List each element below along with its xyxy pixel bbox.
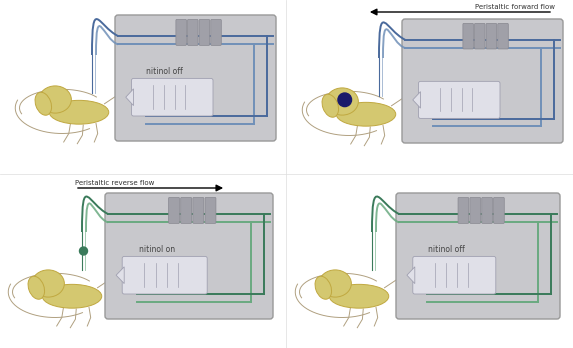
Text: nitinol on: nitinol on xyxy=(139,245,175,254)
FancyBboxPatch shape xyxy=(498,23,508,49)
FancyBboxPatch shape xyxy=(180,197,191,223)
Text: nitinol off: nitinol off xyxy=(146,68,183,77)
FancyBboxPatch shape xyxy=(168,197,179,223)
FancyBboxPatch shape xyxy=(482,197,492,223)
FancyBboxPatch shape xyxy=(193,197,204,223)
Text: Peristaltic forward flow: Peristaltic forward flow xyxy=(475,4,555,10)
FancyBboxPatch shape xyxy=(470,197,481,223)
FancyBboxPatch shape xyxy=(115,15,276,141)
Ellipse shape xyxy=(315,276,332,299)
Text: nitinol off: nitinol off xyxy=(428,245,465,254)
Ellipse shape xyxy=(39,86,72,113)
Circle shape xyxy=(338,93,352,106)
FancyBboxPatch shape xyxy=(493,197,504,223)
FancyBboxPatch shape xyxy=(199,19,210,45)
Ellipse shape xyxy=(319,270,351,297)
Ellipse shape xyxy=(326,88,358,115)
FancyBboxPatch shape xyxy=(474,23,485,49)
FancyBboxPatch shape xyxy=(205,197,216,223)
Polygon shape xyxy=(125,89,134,105)
Ellipse shape xyxy=(42,284,102,308)
FancyBboxPatch shape xyxy=(486,23,497,49)
FancyBboxPatch shape xyxy=(402,19,563,143)
Ellipse shape xyxy=(336,102,396,126)
FancyBboxPatch shape xyxy=(211,19,221,45)
FancyBboxPatch shape xyxy=(122,256,207,294)
Polygon shape xyxy=(407,267,415,284)
FancyBboxPatch shape xyxy=(463,23,473,49)
FancyBboxPatch shape xyxy=(396,193,560,319)
Ellipse shape xyxy=(35,92,52,115)
Polygon shape xyxy=(413,92,421,108)
FancyBboxPatch shape xyxy=(176,19,186,45)
Ellipse shape xyxy=(329,284,388,308)
Ellipse shape xyxy=(28,276,45,299)
FancyBboxPatch shape xyxy=(413,256,496,294)
Text: Peristaltic reverse flow: Peristaltic reverse flow xyxy=(75,180,154,186)
FancyBboxPatch shape xyxy=(105,193,273,319)
FancyBboxPatch shape xyxy=(418,81,500,118)
FancyBboxPatch shape xyxy=(458,197,469,223)
Ellipse shape xyxy=(32,270,64,297)
FancyBboxPatch shape xyxy=(187,19,198,45)
Ellipse shape xyxy=(322,94,339,117)
Circle shape xyxy=(80,247,88,255)
Ellipse shape xyxy=(49,100,109,124)
FancyBboxPatch shape xyxy=(131,78,213,116)
Polygon shape xyxy=(116,267,124,284)
